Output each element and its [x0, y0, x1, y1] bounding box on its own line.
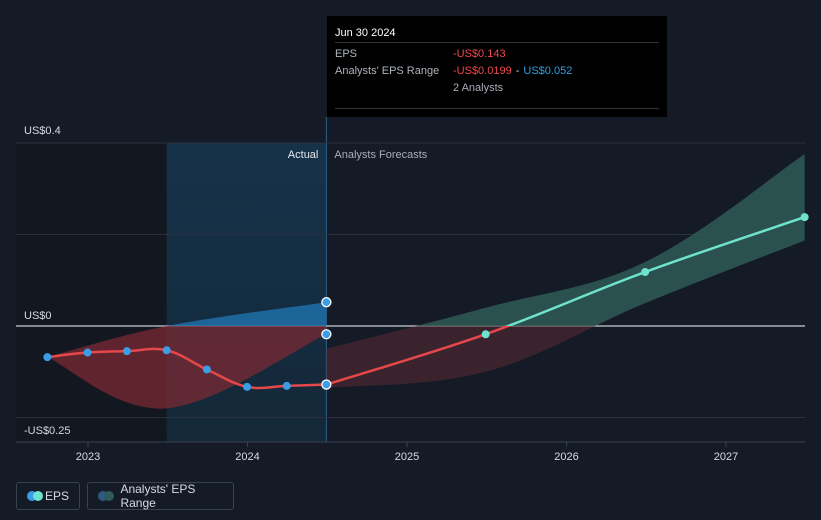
- range-band-actual-positive: [166, 302, 327, 326]
- y-tick-label: US$0: [24, 310, 52, 322]
- tooltip-analysts-row: 2 Analysts: [335, 79, 659, 96]
- tooltip-eps-value: -US$0.143: [453, 47, 506, 60]
- eps-point: [202, 365, 211, 374]
- legend-range-label: Analysts' EPS Range: [120, 482, 196, 510]
- y-tick-label: -US$0.25: [24, 425, 70, 437]
- x-tick-label: 2026: [554, 451, 578, 463]
- tooltip-range-sep: -: [515, 64, 520, 77]
- tooltip-range-label: Analysts' EPS Range: [335, 64, 440, 77]
- range-band-forecast-positive: [416, 153, 805, 326]
- eps-point: [122, 347, 131, 356]
- forecast-label: Analysts Forecasts: [334, 149, 427, 161]
- actual-label: Actual: [288, 149, 319, 161]
- x-tick-label: 2024: [235, 451, 259, 463]
- eps-point: [243, 382, 252, 391]
- legend-eps[interactable]: EPS: [16, 482, 80, 510]
- range-high-point: [321, 297, 332, 308]
- x-tick-label: 2025: [395, 451, 419, 463]
- eps-line-forecast-positive: [504, 215, 806, 326]
- tooltip-date: Jun 30 2024: [335, 24, 659, 43]
- eps-forecast-point: [800, 213, 809, 222]
- eps-point: [162, 346, 171, 355]
- eps-legend-icon: [27, 491, 43, 501]
- tooltip-divider: [335, 108, 659, 109]
- eps-point: [43, 353, 52, 362]
- tooltip-eps-label: EPS: [335, 47, 358, 60]
- eps-point: [282, 381, 291, 390]
- legend-eps-label: EPS: [44, 489, 69, 503]
- y-tick-label: US$0.4: [24, 125, 61, 137]
- tooltip: Jun 30 2024 EPS -US$0.143 Analysts' EPS …: [327, 16, 667, 117]
- tooltip-range-low: -US$0.0199: [453, 64, 512, 77]
- x-tick-label: 2023: [76, 451, 100, 463]
- legend-range[interactable]: Analysts' EPS Range: [87, 482, 234, 510]
- eps-forecast-point: [481, 330, 490, 339]
- tooltip-eps-row: EPS -US$0.143: [335, 45, 659, 62]
- x-tick-label: 2027: [714, 451, 738, 463]
- range-legend-icon: [98, 491, 114, 501]
- range-band-forecast-negative: [326, 326, 596, 388]
- eps-point-highlight: [321, 379, 332, 390]
- eps-forecast-point: [641, 268, 650, 277]
- tooltip-range-row: Analysts' EPS Range -US$0.0199 - US$0.05…: [335, 62, 659, 79]
- range-low-point: [321, 329, 332, 340]
- eps-line-forecast-negative: [326, 326, 512, 386]
- eps-point: [83, 348, 92, 357]
- tooltip-analysts: 2 Analysts: [453, 81, 504, 94]
- range-band-actual-negative: [47, 326, 327, 409]
- tooltip-range-high: US$0.052: [523, 64, 573, 77]
